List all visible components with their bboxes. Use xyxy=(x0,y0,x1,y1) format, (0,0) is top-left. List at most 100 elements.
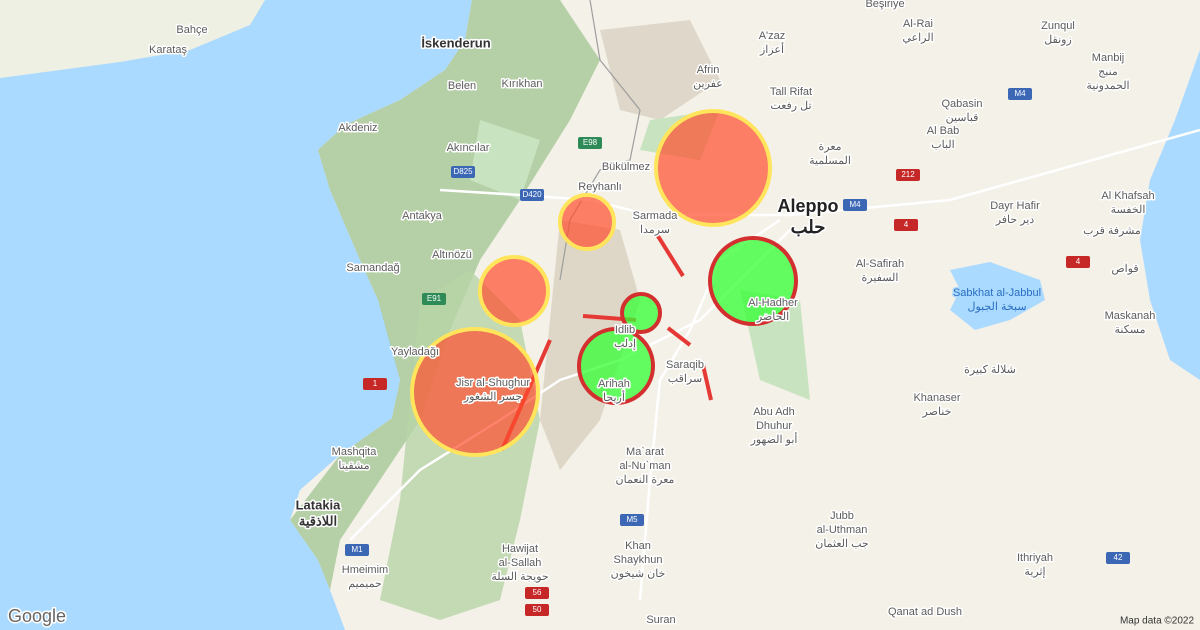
place-label: Antakya xyxy=(402,210,443,222)
place-label: مشقيتا xyxy=(338,460,369,472)
place-label: السفيرة xyxy=(862,272,899,284)
place-label: Sarmada xyxy=(633,210,679,222)
place-label: إدلب xyxy=(614,338,636,350)
credit: Map data ©2022 xyxy=(1120,616,1195,627)
red-zone xyxy=(558,193,616,251)
place-label: A'zaz xyxy=(759,30,786,42)
road-number: 4 xyxy=(1076,257,1081,266)
red-zone xyxy=(478,255,550,327)
place-label: قباسين xyxy=(946,112,979,124)
place-label: Akdeniz xyxy=(338,122,377,134)
place-label: Latakia xyxy=(296,497,342,512)
road-shield xyxy=(1066,256,1090,268)
place-label: Manbij xyxy=(1092,52,1124,64)
place-label: Belen xyxy=(448,80,476,92)
place-label: جسر الشغور xyxy=(463,391,522,403)
place-label: Qabasin xyxy=(942,98,983,110)
land-northwest xyxy=(0,0,265,78)
place-label: تل رفعت xyxy=(770,100,811,112)
road-shield xyxy=(520,189,544,201)
place-label: Hawijat xyxy=(502,543,538,555)
place-label: Suran xyxy=(646,614,675,626)
green-zone xyxy=(577,327,655,405)
place-label: Bahçe xyxy=(176,24,207,36)
place-label: İskenderun xyxy=(421,35,490,50)
place-label: Khan xyxy=(625,540,651,552)
place-label: Sabkhat al-Jabbul xyxy=(953,287,1041,299)
place-label: معرة النعمان xyxy=(616,474,675,486)
place-label: زونقل xyxy=(1044,34,1072,46)
place-label: Idlib xyxy=(615,324,635,336)
euphrates xyxy=(1140,50,1200,380)
road-number: 50 xyxy=(533,605,542,614)
place-label: al-Sallah xyxy=(499,557,542,569)
place-label: مسكنة xyxy=(1115,324,1146,336)
road-number: M4 xyxy=(1014,89,1026,98)
place-label: معرة xyxy=(818,141,841,153)
place-label: الخفسة xyxy=(1111,204,1146,216)
place-label: Dayr Hafir xyxy=(990,200,1040,212)
road-number: 56 xyxy=(533,588,542,597)
place-label: Altınözü xyxy=(432,249,472,261)
place-label: إثرية xyxy=(1024,566,1045,578)
place-label: الراعي xyxy=(902,32,933,44)
place-label: Aleppo xyxy=(778,196,839,216)
place-label: Al-Rai xyxy=(903,18,933,30)
place-label: Tall Rifat xyxy=(770,86,812,98)
overlay xyxy=(410,109,798,457)
place-label: Shaykhun xyxy=(614,554,663,566)
road-shield xyxy=(345,544,369,556)
road-shield xyxy=(451,166,475,178)
place-label: دير حافر xyxy=(995,214,1035,226)
place-label: مشرفة قرب xyxy=(1083,225,1141,237)
place-label: حويجة السلة xyxy=(491,571,548,583)
place-label: أبو الضهور xyxy=(750,432,798,446)
place-label: Dhuhur xyxy=(756,420,792,432)
place-label: اللاذقية xyxy=(299,513,337,528)
road-number: D825 xyxy=(453,167,473,176)
place-label: Qanat ad Dush xyxy=(888,606,962,618)
place-label: Karataş xyxy=(149,44,187,56)
segment xyxy=(666,326,692,347)
road-number: E91 xyxy=(427,294,442,303)
green-zone xyxy=(620,292,662,334)
place-label: Bükülmez xyxy=(602,161,650,173)
place-label: Beşiriye xyxy=(865,0,904,10)
place-label: Abu Adh xyxy=(753,406,795,418)
place-label: الحاضر xyxy=(756,311,789,323)
lake-jabbul xyxy=(950,262,1045,330)
road-number: 212 xyxy=(901,170,915,179)
road-number: M5 xyxy=(626,515,638,524)
place-label: Arihah xyxy=(598,378,630,390)
place-label: Reyhanlı xyxy=(578,181,621,193)
green-zone xyxy=(708,236,798,326)
place-label: أريحا xyxy=(603,390,625,404)
place-label: الحمدونية xyxy=(1086,80,1129,92)
road-number: 1 xyxy=(373,379,378,388)
place-label: Ma`arat xyxy=(626,446,664,458)
road-number: M1 xyxy=(351,545,363,554)
road-shield xyxy=(620,514,644,526)
segment xyxy=(701,364,713,401)
red-zone xyxy=(410,327,540,457)
place-label: حميميم xyxy=(348,578,381,590)
place-label: Kırıkhan xyxy=(502,78,543,90)
road-shield xyxy=(896,169,920,181)
place-label: خان شيخون xyxy=(611,568,666,580)
place-label: قواص xyxy=(1111,263,1138,275)
segment xyxy=(654,231,685,278)
place-label: حلب xyxy=(791,217,826,237)
road-shield xyxy=(422,293,446,305)
red-zone xyxy=(654,109,772,227)
road-shield xyxy=(525,604,549,616)
place-label: Samandağ xyxy=(346,262,399,274)
road-shield xyxy=(1008,88,1032,100)
road-shield xyxy=(894,219,918,231)
road-number: M4 xyxy=(849,200,861,209)
place-label: جب العثمان xyxy=(815,538,868,550)
place-label: عفرين xyxy=(693,78,723,90)
place-label: Jisr al-Shughur xyxy=(456,377,530,389)
place-label: المسلمية xyxy=(809,155,851,167)
road-shield xyxy=(525,587,549,599)
